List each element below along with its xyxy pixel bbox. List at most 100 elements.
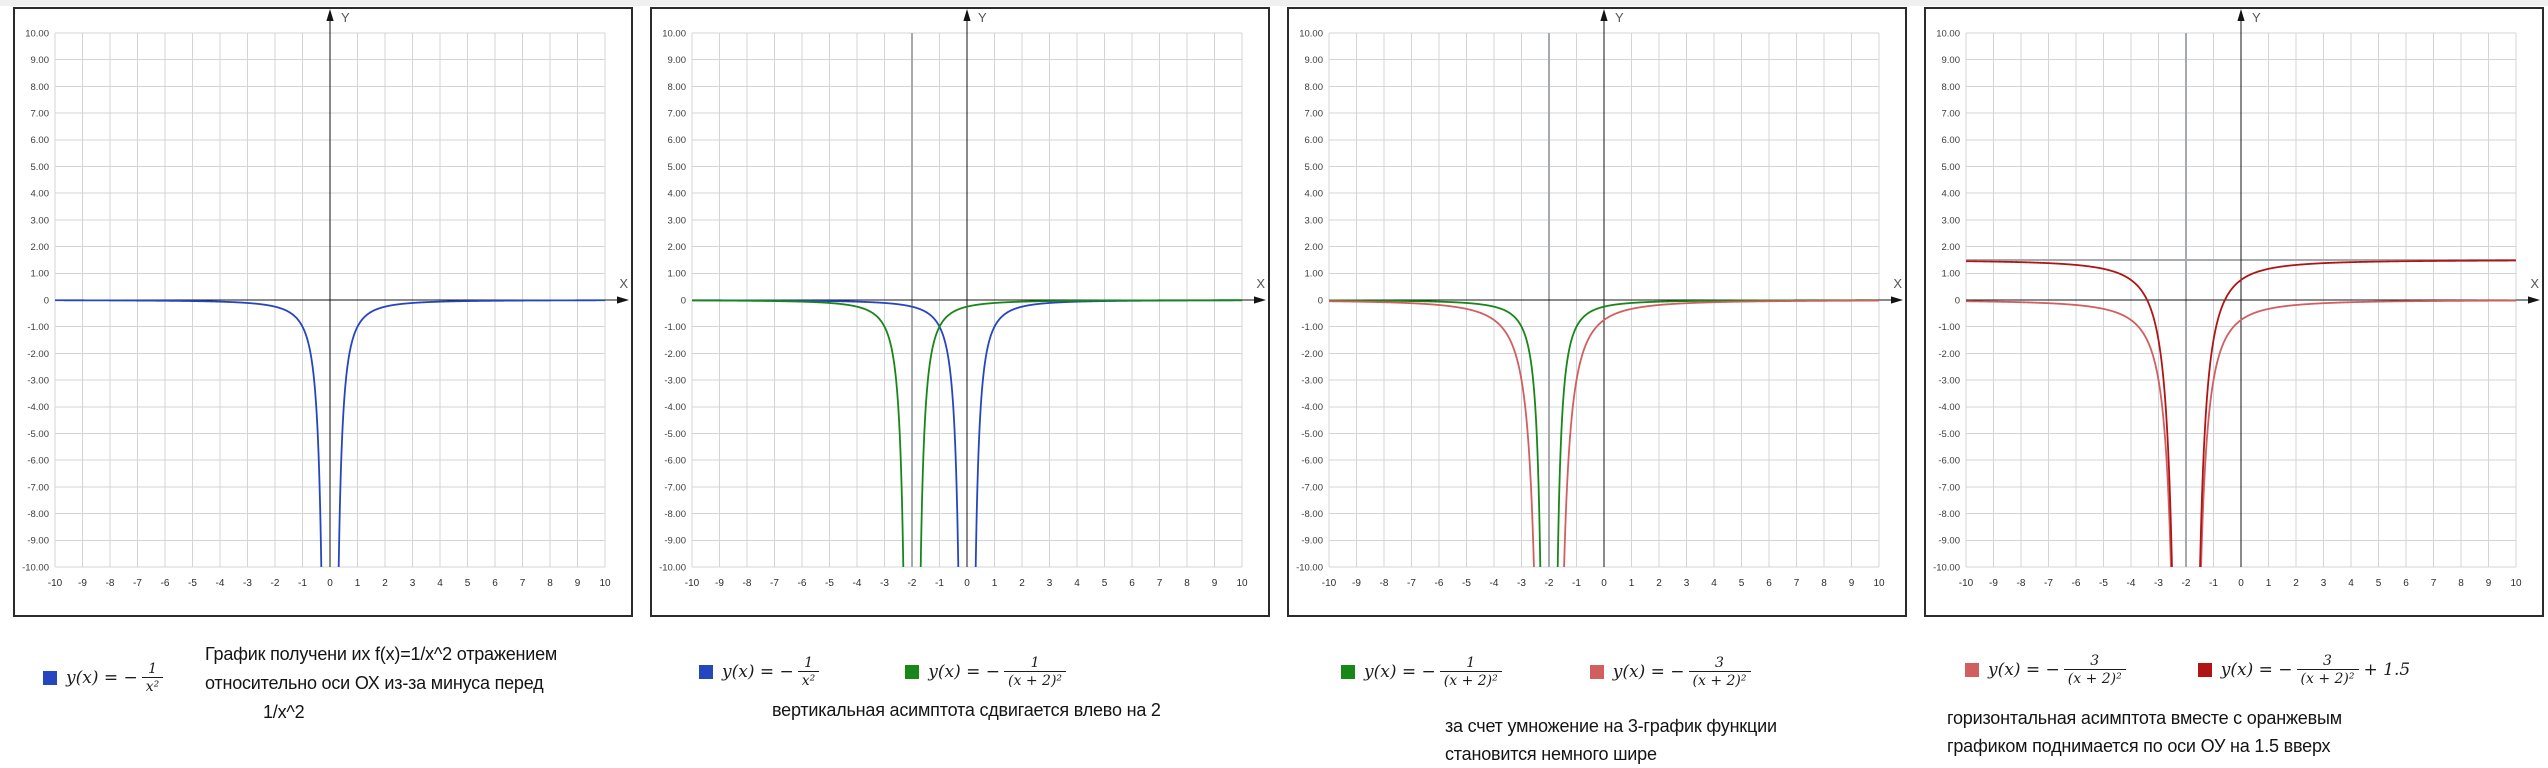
x-tick-label: 9 bbox=[575, 578, 581, 589]
y-tick-label: 6.00 bbox=[1305, 135, 1324, 146]
x-tick-label: -3 bbox=[2154, 578, 2163, 589]
x-tick-label: -4 bbox=[216, 578, 225, 589]
x-tick-label: 10 bbox=[1236, 578, 1248, 589]
y-tick-label: -2.00 bbox=[1938, 349, 1960, 360]
y-tick-label: -8.00 bbox=[664, 509, 686, 520]
formula-fraction: 1 x² bbox=[141, 660, 164, 695]
function-plot-3: Y X 10.00 9.00 8.00 7.00 6.00 5.00 4.00 3.00 2.00 1… bbox=[1287, 7, 1907, 617]
y-tick-label: 1.00 bbox=[1942, 269, 1961, 280]
fraction-numerator: 3 bbox=[2090, 652, 2100, 669]
y-tick-label: 3.00 bbox=[1942, 215, 1961, 226]
x-tick-label: -10 bbox=[1322, 578, 1337, 589]
caption-line: графиком поднимается по оси ОУ на 1.5 вв… bbox=[1947, 736, 2331, 756]
y-tick-label: -10.00 bbox=[1933, 562, 1960, 573]
legend-formula: y(x) = −1 (x + 2)² bbox=[928, 655, 1067, 689]
x-tick-label: -1 bbox=[298, 578, 307, 589]
x-tick-label: -6 bbox=[2072, 578, 2081, 589]
fraction-denominator: (x + 2)² bbox=[2296, 669, 2359, 687]
y-tick-label: 2.00 bbox=[1305, 242, 1324, 253]
y-tick-label: 9.00 bbox=[1305, 55, 1324, 66]
legend-swatch bbox=[1965, 663, 1979, 677]
caption-line: горизонтальная асимптота вместе с оранже… bbox=[1947, 708, 2342, 728]
formula-prefix: y(x) = − bbox=[1988, 660, 2060, 680]
y-tick-label: -6.00 bbox=[1938, 456, 1960, 467]
x-tick-label: 8 bbox=[2458, 578, 2464, 589]
y-axis-title: Y bbox=[2252, 10, 2261, 25]
y-tick-label: -7.00 bbox=[1301, 482, 1323, 493]
x-tick-label: 4 bbox=[437, 578, 443, 589]
function-plot-1: Y X 10.00 9.00 8.00 7.00 6.00 5.00 4.00 3.00 2.00 1… bbox=[13, 7, 633, 617]
graph-panel-1: Y X 10.00 9.00 8.00 7.00 6.00 5.00 4.00 3.00 2.00 1… bbox=[0, 0, 637, 764]
fraction-numerator: 1 bbox=[148, 660, 157, 677]
fraction-denominator: (x + 2)² bbox=[2063, 669, 2126, 687]
y-tick-label: 0 bbox=[1318, 295, 1323, 306]
y-tick-label: 9.00 bbox=[1942, 55, 1961, 66]
x-tick-label: 0 bbox=[327, 578, 333, 589]
x-tick-label: -4 bbox=[1490, 578, 1499, 589]
y-tick-label: -5.00 bbox=[27, 429, 49, 440]
y-tick-label: -5.00 bbox=[1301, 429, 1323, 440]
graph-panel-2: Y X 10.00 9.00 8.00 7.00 6.00 5.00 4.00 3.00 2.00 1… bbox=[637, 0, 1274, 764]
function-plot-2: Y X 10.00 9.00 8.00 7.00 6.00 5.00 4.00 3.00 2.00 1… bbox=[650, 7, 1270, 617]
legend-item: y(x) = −1 (x + 2)² bbox=[1341, 655, 1502, 689]
y-tick-label: 6.00 bbox=[668, 135, 687, 146]
x-tick-label: 10 bbox=[2510, 578, 2522, 589]
y-axis-arrow-icon bbox=[2237, 9, 2245, 21]
x-tick-label: -2 bbox=[271, 578, 280, 589]
x-tick-label: 10 bbox=[1873, 578, 1885, 589]
x-tick-label: 4 bbox=[2348, 578, 2354, 589]
x-tick-label: 1 bbox=[1629, 578, 1635, 589]
y-tick-label: 4.00 bbox=[668, 189, 687, 200]
x-tick-label: 1 bbox=[992, 578, 998, 589]
y-tick-label: -4.00 bbox=[27, 402, 49, 413]
y-tick-label: -6.00 bbox=[1301, 456, 1323, 467]
x-tick-label: 6 bbox=[1129, 578, 1135, 589]
x-axis-arrow-icon bbox=[1891, 296, 1903, 304]
y-tick-label: -1.00 bbox=[1938, 322, 1960, 333]
x-tick-label: 0 bbox=[964, 578, 970, 589]
y-axis-title: Y bbox=[1615, 10, 1624, 25]
y-tick-label: 6.00 bbox=[1942, 135, 1961, 146]
x-tick-label: -4 bbox=[2127, 578, 2136, 589]
y-axis-arrow-icon bbox=[963, 9, 971, 21]
x-tick-label: -6 bbox=[798, 578, 807, 589]
y-tick-label: 1.00 bbox=[668, 269, 687, 280]
x-tick-label: 4 bbox=[1074, 578, 1080, 589]
x-tick-label: -3 bbox=[880, 578, 889, 589]
x-tick-label: 8 bbox=[1184, 578, 1190, 589]
y-tick-label: 6.00 bbox=[31, 135, 50, 146]
y-tick-label: -9.00 bbox=[1301, 536, 1323, 547]
y-tick-label: 1.00 bbox=[1305, 269, 1324, 280]
x-tick-label: -1 bbox=[935, 578, 944, 589]
y-tick-label: -5.00 bbox=[1938, 429, 1960, 440]
x-tick-label: 2 bbox=[1019, 578, 1025, 589]
y-tick-label: 7.00 bbox=[1305, 109, 1324, 120]
x-axis-title: X bbox=[2530, 276, 2539, 291]
x-tick-label: -1 bbox=[1572, 578, 1581, 589]
y-tick-label: -2.00 bbox=[664, 349, 686, 360]
formula-prefix: y(x) = − bbox=[1612, 662, 1685, 682]
y-tick-label: -4.00 bbox=[664, 402, 686, 413]
x-tick-label: 3 bbox=[2321, 578, 2327, 589]
y-tick-label: 3.00 bbox=[31, 215, 50, 226]
y-tick-label: 2.00 bbox=[1942, 242, 1961, 253]
caption-line: становится немного шире bbox=[1445, 744, 1657, 764]
y-tick-label: 8.00 bbox=[1942, 82, 1961, 93]
y-tick-label: -9.00 bbox=[27, 536, 49, 547]
x-tick-label: 2 bbox=[2293, 578, 2299, 589]
curve-y-x-1-x-2 bbox=[337, 299, 605, 567]
y-tick-label: 9.00 bbox=[31, 55, 50, 66]
fraction-denominator: (x + 2)² bbox=[1004, 671, 1067, 689]
x-tick-label: 1 bbox=[355, 578, 361, 589]
formula-fraction: 3 (x + 2)² bbox=[1688, 655, 1751, 689]
x-tick-label: -5 bbox=[2099, 578, 2108, 589]
x-tick-label: -6 bbox=[161, 578, 170, 589]
caption-line: График получени их f(x)=1/x^2 отражением bbox=[205, 644, 558, 664]
y-tick-label: 10.00 bbox=[25, 28, 49, 39]
x-tick-label: 6 bbox=[2403, 578, 2409, 589]
legend-swatch bbox=[1589, 665, 1604, 679]
x-tick-label: -7 bbox=[1407, 578, 1416, 589]
formula-prefix: y(x) = − bbox=[928, 662, 1001, 682]
x-tick-label: -1 bbox=[2209, 578, 2218, 589]
fraction-denominator: (x + 2)² bbox=[1688, 671, 1751, 689]
